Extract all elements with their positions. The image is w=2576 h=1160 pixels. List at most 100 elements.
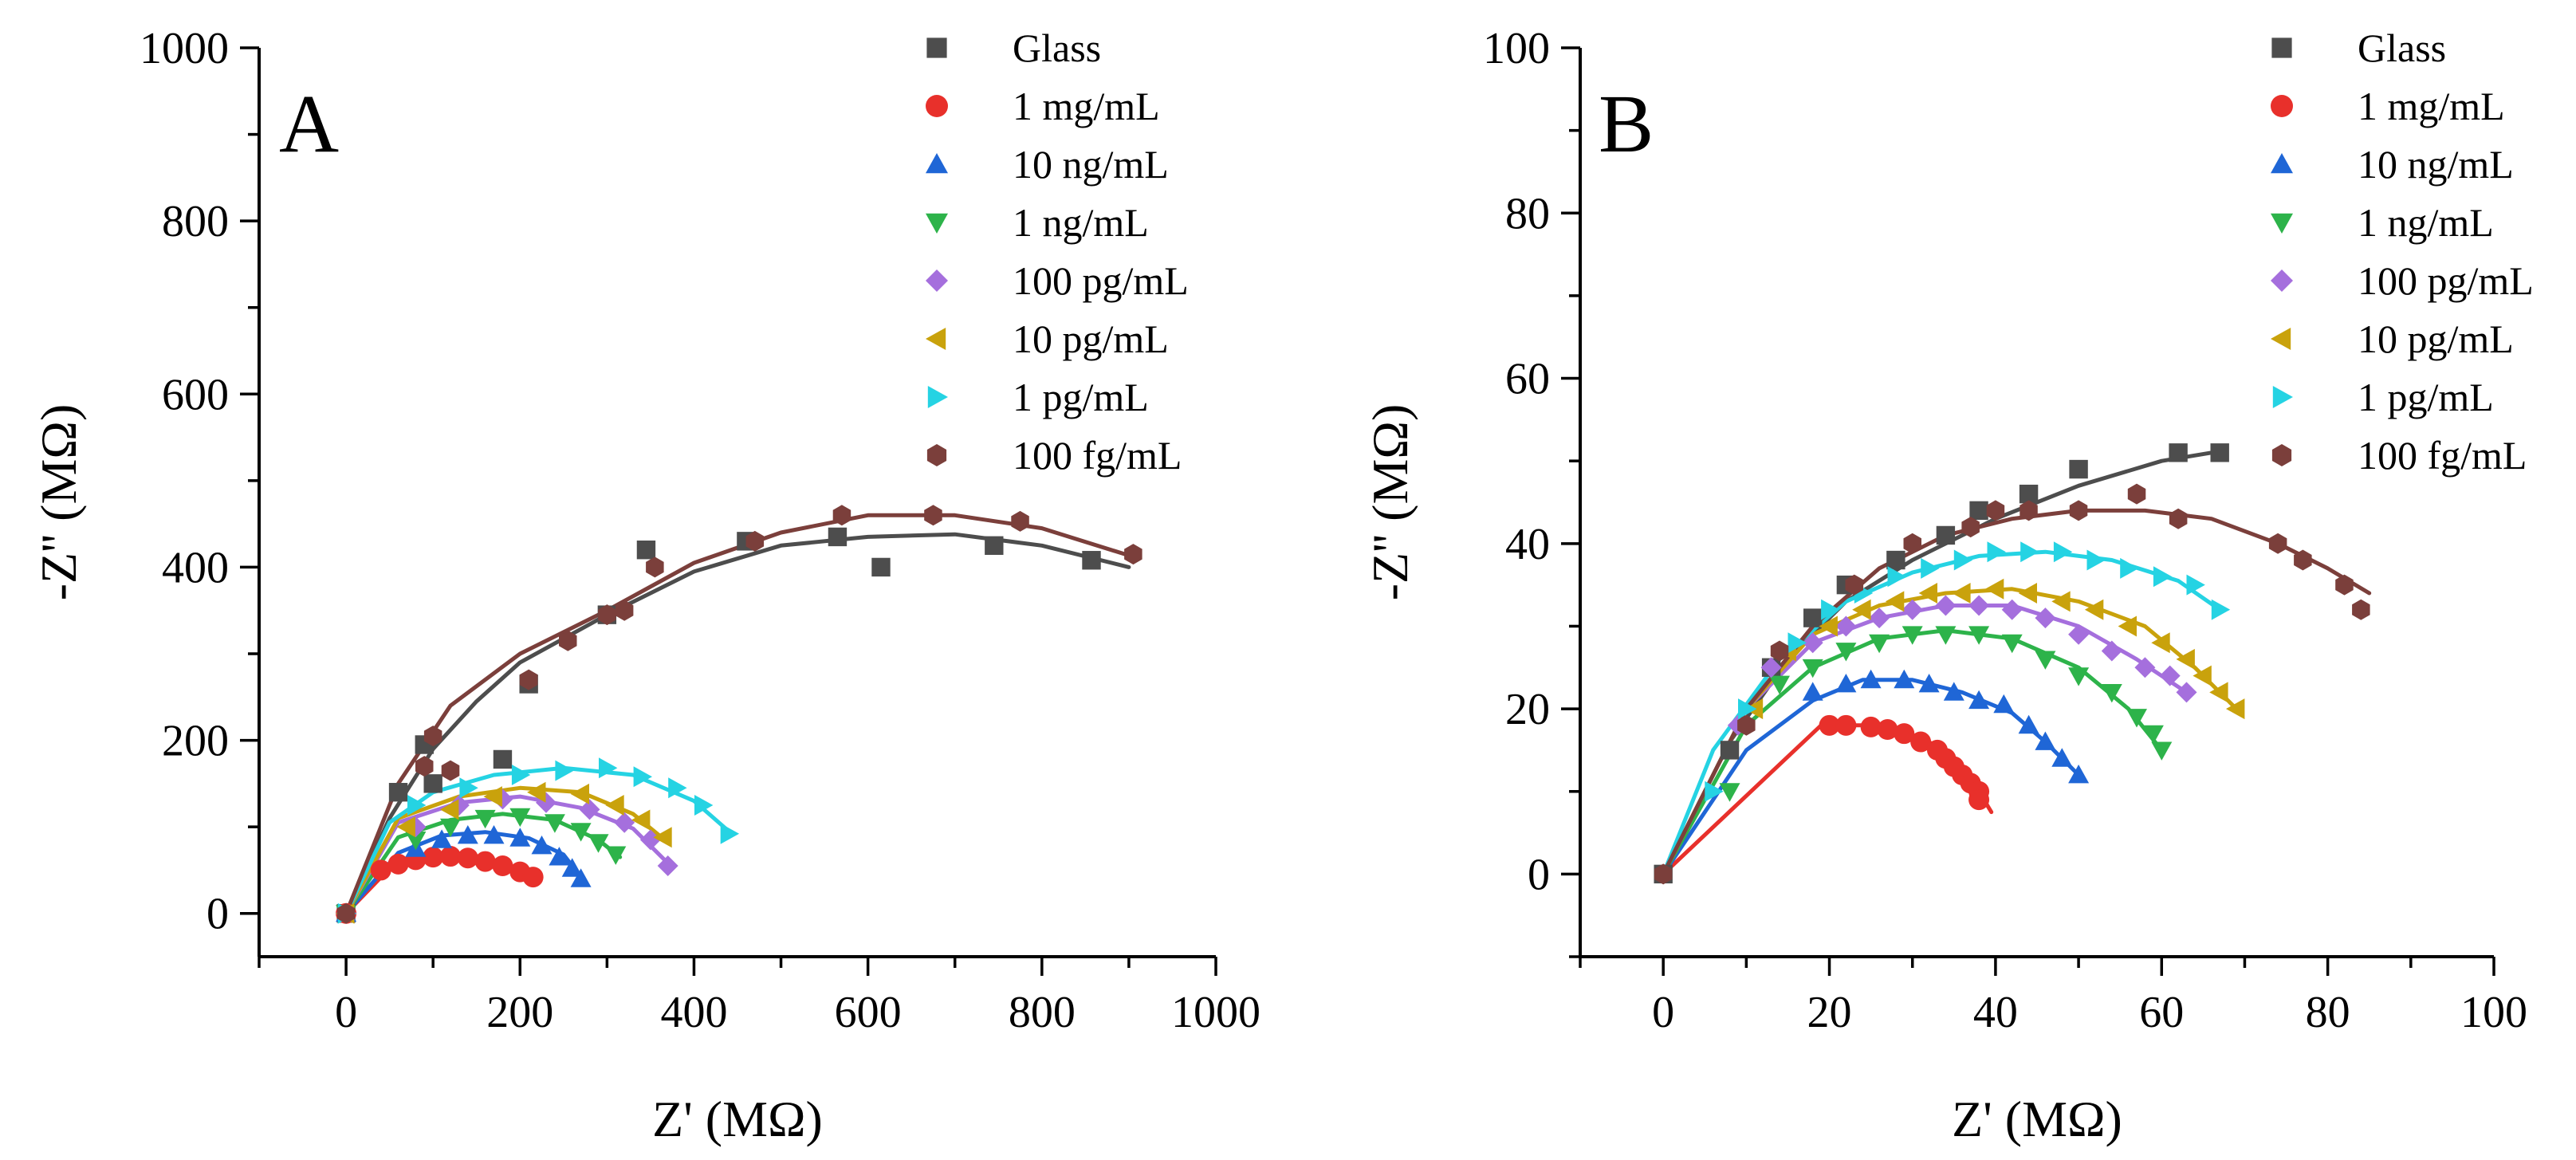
data-point	[720, 823, 740, 844]
data-point	[646, 556, 664, 578]
data-point	[1835, 714, 1857, 736]
data-point	[605, 846, 627, 865]
data-point	[511, 765, 531, 785]
data-point	[2176, 682, 2197, 703]
legend-label: 1 pg/mL	[1013, 375, 1149, 419]
data-point	[483, 825, 505, 844]
data-point	[407, 795, 427, 816]
data-point	[2120, 557, 2139, 579]
data-point	[509, 828, 531, 847]
data-point	[1802, 682, 1823, 701]
data-point	[2001, 634, 2023, 654]
data-point	[2018, 714, 2039, 734]
y-tick-label: 0	[1528, 850, 1550, 899]
data-point	[1705, 781, 1724, 802]
data-point	[396, 816, 415, 838]
data-point	[615, 600, 634, 621]
data-point	[614, 812, 635, 833]
fit-line	[344, 794, 671, 916]
y-tick-label: 100	[1483, 24, 1550, 73]
legend-label: 10 pg/mL	[1013, 317, 1169, 361]
y-tick-label: 0	[206, 890, 229, 939]
data-point	[1910, 731, 1932, 753]
legend-label: 1 mg/mL	[2358, 84, 2505, 128]
data-point	[1769, 675, 1790, 694]
data-point	[2051, 748, 2073, 767]
data-point	[527, 781, 546, 803]
legend-marker	[2271, 153, 2293, 174]
legend-label: 10 ng/mL	[2358, 142, 2514, 187]
data-point	[2210, 443, 2229, 462]
data-point	[1984, 578, 2004, 600]
data-point	[1894, 723, 1915, 745]
data-point	[570, 823, 592, 842]
data-point	[1987, 541, 2006, 563]
x-tick-label: 80	[2306, 988, 2350, 1037]
data-point	[668, 777, 687, 799]
data-point	[570, 783, 589, 804]
legend-label: 100 pg/mL	[1013, 258, 1189, 303]
data-point	[1869, 634, 1890, 654]
data-point	[457, 825, 478, 844]
data-point	[1835, 615, 1857, 637]
x-tick-label: 100	[2460, 988, 2527, 1037]
data-point	[1802, 659, 1823, 678]
data-point	[493, 749, 513, 769]
data-point	[2035, 651, 2056, 670]
legend-marker	[927, 386, 948, 408]
fit-line	[1661, 678, 2081, 876]
x-axis-title: Z' (MΩ)	[652, 1091, 823, 1147]
data-point	[2118, 615, 2137, 637]
data-point	[423, 774, 442, 793]
data-point	[544, 814, 565, 833]
data-point	[2068, 623, 2090, 645]
data-point	[492, 855, 513, 876]
legend-marker	[926, 95, 948, 117]
data-point	[633, 766, 652, 788]
x-tick-label: 60	[2139, 988, 2184, 1037]
data-point	[2069, 459, 2088, 479]
data-point	[483, 786, 502, 808]
data-point	[2153, 566, 2173, 588]
data-point	[440, 818, 461, 838]
data-point	[549, 847, 570, 866]
data-point	[2268, 533, 2287, 554]
legend-label: Glass	[1013, 26, 1101, 70]
data-point	[561, 858, 583, 877]
data-point	[1720, 741, 1740, 760]
data-point	[2069, 500, 2088, 521]
data-point	[1885, 591, 1905, 612]
x-axis-title: Z' (MΩ)	[1952, 1091, 2122, 1147]
data-point	[657, 855, 678, 876]
legend-label: Glass	[2358, 26, 2446, 70]
data-point	[1921, 557, 1940, 579]
data-point	[1935, 595, 1957, 616]
y-tick-label: 1000	[140, 24, 229, 73]
data-point	[1802, 632, 1823, 654]
data-point	[2127, 483, 2146, 505]
data-point	[2226, 698, 2245, 720]
data-point	[2035, 731, 2056, 750]
data-point	[440, 799, 459, 820]
data-point	[1943, 682, 1964, 701]
y-axis-title: -Z'' (MΩ)	[30, 404, 87, 601]
data-point	[1803, 608, 1823, 627]
data-point	[2051, 591, 2071, 612]
data-point	[1719, 783, 1740, 802]
data-point	[2020, 541, 2039, 563]
data-point	[2352, 599, 2370, 620]
data-point	[1737, 714, 1756, 736]
data-point	[457, 847, 478, 869]
data-point	[924, 505, 942, 526]
data-point	[2142, 725, 2164, 745]
data-point	[474, 851, 496, 872]
data-point	[1821, 599, 1840, 620]
data-point	[1082, 551, 1101, 570]
data-point	[1845, 574, 1864, 596]
y-tick-label: 200	[162, 717, 229, 766]
data-point	[1770, 640, 1789, 662]
data-point	[588, 834, 609, 853]
panel-letter: B	[1599, 78, 1654, 170]
data-point	[415, 756, 434, 777]
data-point	[605, 795, 624, 816]
